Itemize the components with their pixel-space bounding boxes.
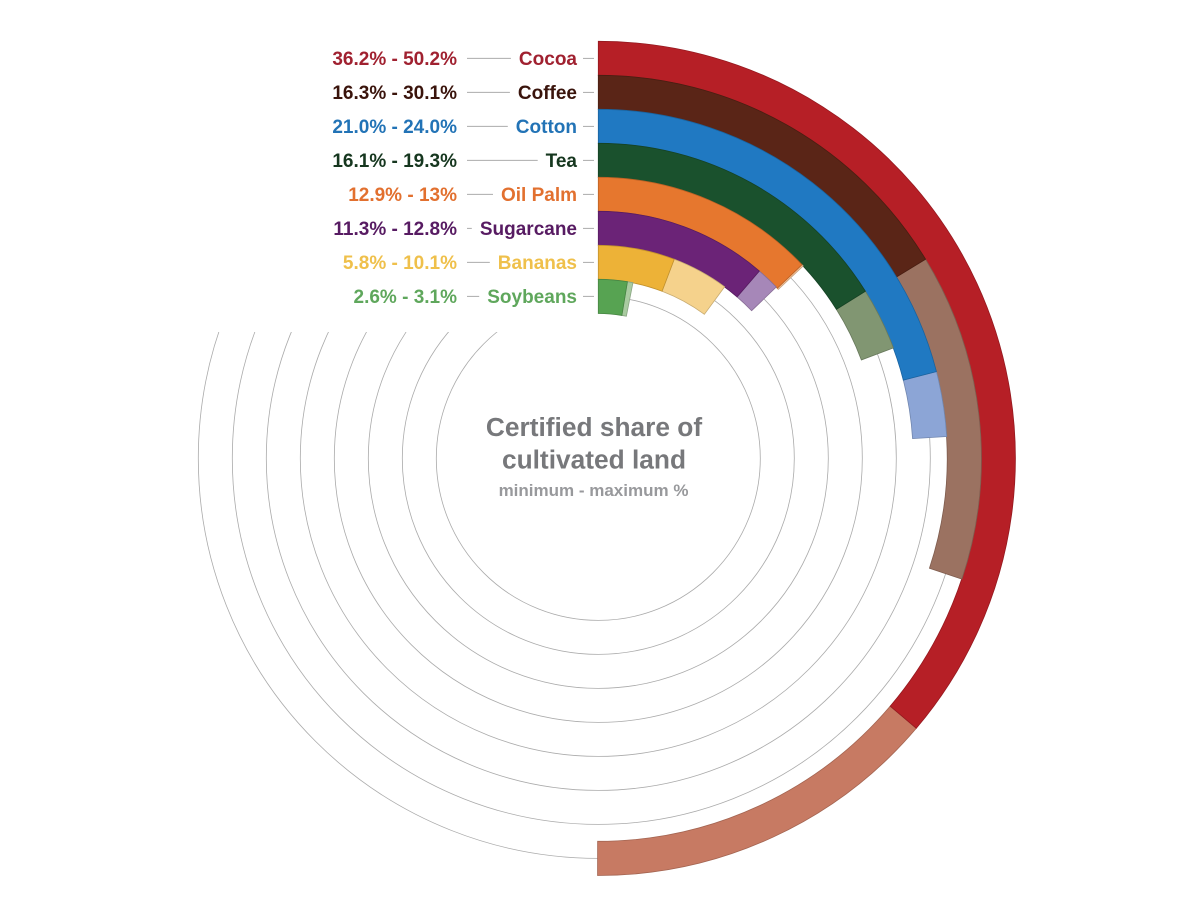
svg-text:16.1% - 19.3%: 16.1% - 19.3% xyxy=(332,151,457,172)
svg-text:11.3% - 12.8%: 11.3% - 12.8% xyxy=(333,219,457,240)
svg-text:Cocoa: Cocoa xyxy=(519,49,578,70)
svg-text:Sugarcane: Sugarcane xyxy=(480,219,577,240)
svg-text:Certified share of: Certified share of xyxy=(486,412,703,442)
svg-text:Tea: Tea xyxy=(546,151,578,172)
svg-text:12.9% - 13%: 12.9% - 13% xyxy=(348,185,457,206)
svg-text:16.3% - 30.1%: 16.3% - 30.1% xyxy=(332,83,457,104)
svg-text:21.0% - 24.0%: 21.0% - 24.0% xyxy=(332,117,457,138)
svg-text:cultivated land: cultivated land xyxy=(502,445,686,475)
svg-text:Bananas: Bananas xyxy=(498,253,577,274)
svg-text:5.8% - 10.1%: 5.8% - 10.1% xyxy=(343,253,457,274)
svg-text:Cotton: Cotton xyxy=(516,117,577,138)
svg-text:Coffee: Coffee xyxy=(518,83,577,104)
svg-text:Soybeans: Soybeans xyxy=(487,287,577,308)
svg-text:2.6% - 3.1%: 2.6% - 3.1% xyxy=(354,287,458,308)
svg-text:36.2% - 50.2%: 36.2% - 50.2% xyxy=(332,49,457,70)
svg-text:minimum - maximum %: minimum - maximum % xyxy=(499,481,689,500)
svg-text:Oil Palm: Oil Palm xyxy=(501,185,577,206)
